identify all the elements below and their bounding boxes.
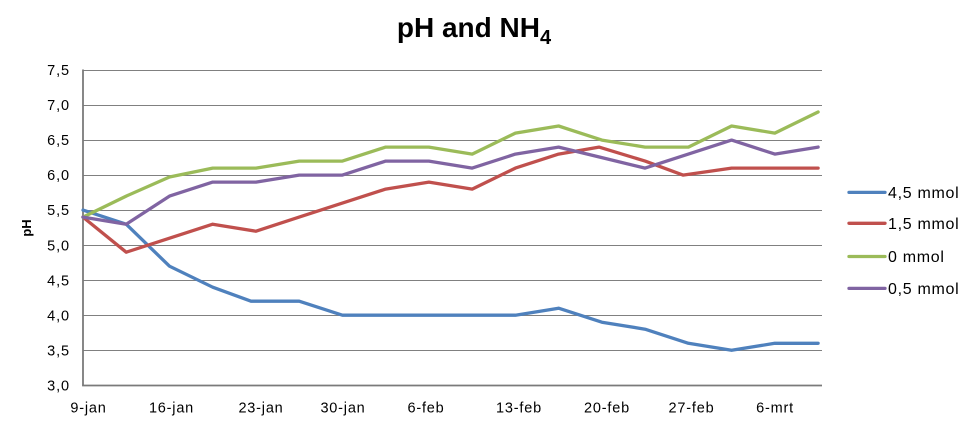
svg-text:3,0: 3,0 (47, 378, 70, 394)
svg-text:pH: pH (19, 219, 34, 236)
svg-text:pH and NH4: pH and NH4 (397, 12, 552, 49)
svg-text:4,0: 4,0 (47, 308, 70, 324)
svg-text:0,5 mmol: 0,5 mmol (888, 281, 959, 298)
svg-text:6-mrt: 6-mrt (756, 401, 794, 417)
svg-text:9-jan: 9-jan (70, 401, 106, 417)
svg-text:0 mmol: 0 mmol (888, 249, 945, 266)
svg-text:6,5: 6,5 (47, 133, 70, 149)
svg-text:6,0: 6,0 (47, 168, 70, 184)
svg-text:30-jan: 30-jan (320, 401, 365, 417)
svg-text:6-feb: 6-feb (407, 401, 444, 417)
svg-text:5,0: 5,0 (47, 238, 70, 254)
svg-text:13-feb: 13-feb (496, 401, 542, 417)
svg-text:5,5: 5,5 (47, 203, 70, 219)
svg-text:7,0: 7,0 (47, 98, 70, 114)
svg-text:27-feb: 27-feb (669, 401, 715, 417)
svg-text:20-feb: 20-feb (584, 401, 630, 417)
svg-text:16-jan: 16-jan (149, 401, 194, 417)
svg-text:4,5: 4,5 (47, 273, 70, 289)
svg-text:4,5 mmol: 4,5 mmol (888, 185, 959, 202)
svg-text:7,5: 7,5 (47, 63, 70, 79)
svg-text:3,5: 3,5 (47, 343, 70, 359)
svg-text:1,5 mmol: 1,5 mmol (888, 216, 959, 233)
svg-text:23-jan: 23-jan (238, 401, 283, 417)
